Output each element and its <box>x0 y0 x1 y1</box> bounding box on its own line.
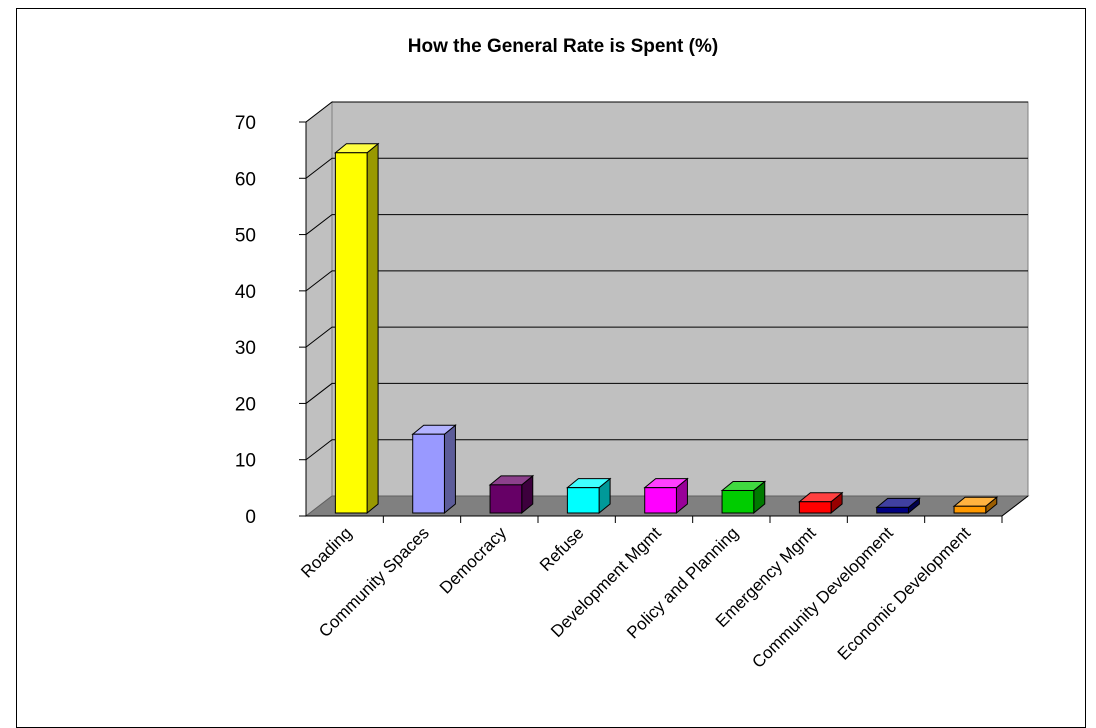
bar <box>488 474 535 515</box>
bar-front <box>798 501 832 514</box>
bar <box>952 496 999 515</box>
y-tick-label: 0 <box>245 507 256 528</box>
gridline <box>305 439 1028 461</box>
gridline <box>305 157 1028 179</box>
gridlines <box>305 101 1028 461</box>
y-tick-label: 20 <box>235 394 256 415</box>
x-tick-label: Economic Development <box>834 523 975 664</box>
x-tick-label: Democracy <box>436 523 511 598</box>
side-wall <box>305 100 333 518</box>
bar <box>875 497 921 515</box>
gridline <box>305 101 1028 123</box>
bar <box>797 491 844 515</box>
bar <box>333 142 380 515</box>
chart-axes <box>299 121 1029 523</box>
y-tick-label: 50 <box>235 226 256 247</box>
y-tick-labels: 0 10 20 30 40 50 60 70 <box>235 113 256 528</box>
bar-front <box>644 487 677 514</box>
bars <box>333 142 999 515</box>
bar-front <box>412 433 445 514</box>
x-tick-label: Roading <box>297 523 355 581</box>
bar-side <box>443 424 456 515</box>
bar <box>643 477 689 515</box>
gridline <box>305 326 1028 348</box>
gridline <box>305 214 1028 235</box>
bar-front <box>566 487 600 514</box>
gridline <box>305 382 1028 404</box>
y-tick-label: 30 <box>235 338 256 359</box>
bar-front <box>721 489 755 514</box>
bar <box>720 480 767 515</box>
x-axis-end <box>1001 495 1029 517</box>
x-tick-label: Refuse <box>536 523 588 575</box>
bar-front <box>334 152 368 514</box>
bar <box>565 477 612 515</box>
bar-side <box>366 142 379 515</box>
x-tick-label: Community Development <box>748 523 897 672</box>
y-tick-label: 40 <box>235 282 256 303</box>
bar-front <box>489 484 523 514</box>
bar <box>411 424 457 515</box>
bar-front <box>876 506 909 514</box>
y-tick-label: 70 <box>235 113 256 134</box>
y-tick-label: 60 <box>235 169 256 190</box>
y-tick-label: 10 <box>235 451 256 472</box>
bar-front <box>953 505 987 514</box>
chart-title: How the General Rate is Spent (%) <box>408 36 718 57</box>
gridline <box>305 270 1028 292</box>
